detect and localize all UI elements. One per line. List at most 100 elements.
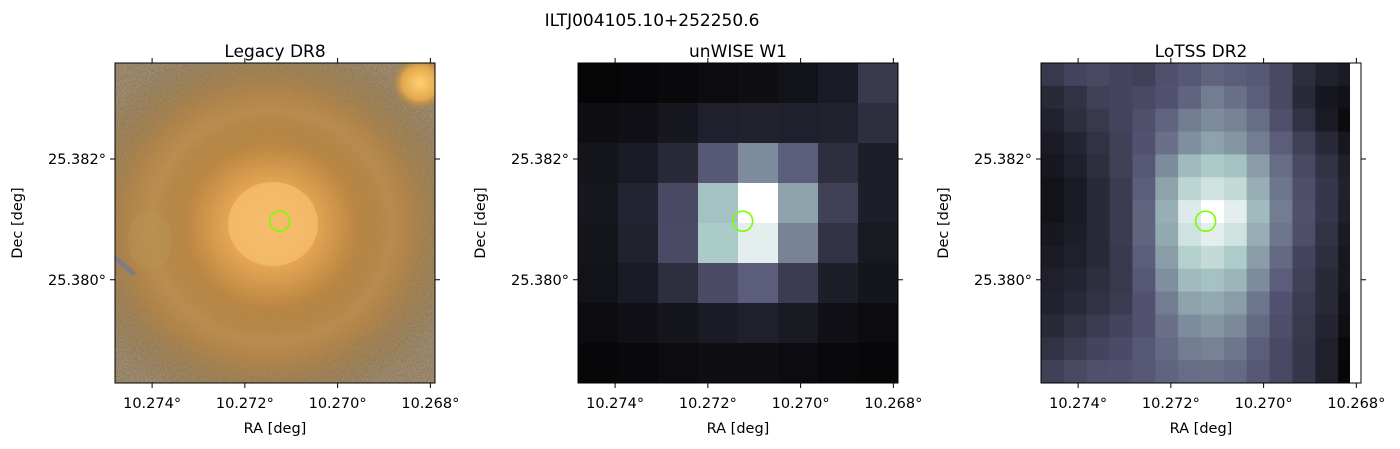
figure-suptitle: ILTJ004105.10+252250.6 bbox=[545, 11, 760, 31]
panel-legacy-dr8: Legacy DR8 10.274° 10.272° 10.270° 10.268° 2… bbox=[10, 42, 459, 437]
heatmap-cell bbox=[1041, 268, 1065, 293]
heatmap-cell bbox=[1246, 223, 1271, 247]
heatmap-cell bbox=[1041, 360, 1065, 383]
heatmap-cell bbox=[1223, 360, 1248, 383]
heatmap-cell bbox=[698, 343, 739, 383]
heatmap-cell bbox=[1063, 200, 1088, 224]
panel-unwise-w1: unWISE W1 10.274° 10.272° 10.270° 10.268° 25… bbox=[473, 42, 922, 437]
heatmap-cell bbox=[658, 183, 699, 224]
heatmap-cell bbox=[1132, 223, 1156, 247]
heatmap-cell bbox=[578, 263, 619, 304]
source-marker bbox=[268, 210, 291, 232]
heatmap-cell bbox=[658, 303, 699, 344]
heatmap-cell bbox=[1041, 154, 1065, 178]
heatmap-cell bbox=[1063, 85, 1088, 110]
heatmap-cell bbox=[858, 263, 898, 304]
heatmap-cell bbox=[1086, 314, 1111, 338]
heatmap-cell bbox=[1155, 223, 1179, 247]
heatmap-cell bbox=[1201, 337, 1225, 361]
heatmap-cell bbox=[1223, 223, 1248, 247]
heatmap-cell bbox=[698, 183, 739, 224]
y-tick-label: 25.382° bbox=[48, 152, 106, 168]
lotss-image bbox=[1041, 63, 1361, 383]
heatmap-cell bbox=[578, 183, 619, 224]
y-tick-label: 25.380° bbox=[974, 273, 1032, 289]
heatmap-cell bbox=[1155, 200, 1179, 224]
heatmap-cell bbox=[1201, 177, 1225, 201]
source-marker bbox=[731, 210, 754, 232]
heatmap-cell bbox=[1269, 200, 1294, 224]
heatmap-cell bbox=[1178, 223, 1202, 247]
heatmap-cell bbox=[858, 103, 898, 144]
heatmap-cell bbox=[1315, 200, 1339, 224]
heatmap-cell bbox=[1086, 85, 1111, 110]
panel-title: unWISE W1 bbox=[689, 42, 787, 62]
heatmap-cell bbox=[658, 343, 699, 383]
heatmap-cell bbox=[1201, 108, 1225, 133]
heatmap-cell bbox=[1132, 177, 1156, 201]
heatmap-cell bbox=[1155, 131, 1179, 156]
heatmap-cell bbox=[1246, 131, 1271, 156]
heatmap-cell bbox=[1292, 314, 1316, 338]
heatmap-cell bbox=[1246, 314, 1271, 338]
heatmap-cell bbox=[738, 223, 779, 264]
x-tick-label: 10.274° bbox=[1049, 396, 1107, 412]
heatmap-cell bbox=[1086, 360, 1111, 383]
x-tick-label: 10.270° bbox=[1235, 396, 1293, 412]
heatmap-cell bbox=[1063, 131, 1088, 156]
axes-frame bbox=[577, 62, 899, 384]
y-axis-label: Dec [deg] bbox=[10, 187, 26, 258]
heatmap-cell bbox=[1292, 223, 1316, 247]
heatmap-cell bbox=[1292, 177, 1316, 201]
heatmap-cell bbox=[818, 263, 859, 304]
heatmap-cell bbox=[1269, 154, 1294, 178]
heatmap-cell bbox=[618, 103, 659, 144]
heatmap-cell bbox=[1086, 223, 1111, 247]
heatmap-cell bbox=[1178, 177, 1202, 201]
heatmap-cell bbox=[1178, 337, 1202, 361]
heatmap-cell bbox=[818, 103, 859, 144]
heatmap-cell bbox=[1315, 337, 1339, 361]
heatmap-cell bbox=[1132, 337, 1156, 361]
heatmap-cell bbox=[1201, 291, 1225, 316]
heatmap-cell bbox=[1132, 360, 1156, 383]
heatmap-cell bbox=[698, 63, 739, 104]
x-tick-label: 10.270° bbox=[309, 396, 367, 412]
heatmap-cell bbox=[1223, 177, 1248, 201]
heatmap-cell bbox=[1292, 85, 1316, 110]
heatmap-cell bbox=[1315, 154, 1339, 178]
heatmap-cell bbox=[1041, 337, 1065, 361]
heatmap-cell bbox=[658, 103, 699, 144]
x-tick-label: 10.270° bbox=[772, 396, 830, 412]
heatmap-cell bbox=[778, 63, 819, 104]
heatmap-cell bbox=[1315, 177, 1339, 201]
heatmap-cell bbox=[1315, 268, 1339, 293]
heatmap-cell bbox=[738, 183, 779, 224]
heatmap-cell bbox=[1201, 63, 1225, 87]
heatmap-cell bbox=[1041, 63, 1065, 87]
heatmap-cell bbox=[1269, 223, 1294, 247]
heatmap-cell bbox=[698, 303, 739, 344]
heatmap-cell bbox=[1269, 314, 1294, 338]
heatmap-cell bbox=[1155, 154, 1179, 178]
heatmap-cell bbox=[1201, 154, 1225, 178]
heatmap-cell bbox=[1109, 131, 1134, 156]
heatmap-cell bbox=[618, 143, 659, 184]
heatmap-cell bbox=[1086, 131, 1111, 156]
unwise-image bbox=[578, 63, 898, 383]
heatmap-cell bbox=[1109, 268, 1134, 293]
heatmap-cell bbox=[1109, 337, 1134, 361]
heatmap-cell bbox=[1292, 245, 1316, 270]
heatmap-cell bbox=[1132, 131, 1156, 156]
heatmap-cell bbox=[1315, 223, 1339, 247]
heatmap-cell bbox=[1315, 291, 1339, 316]
heatmap-cell bbox=[1269, 108, 1294, 133]
heatmap-cell bbox=[1201, 85, 1225, 110]
x-tick-label: 10.268° bbox=[864, 396, 922, 412]
heatmap-cell bbox=[1246, 63, 1271, 87]
heatmap-cell bbox=[1063, 245, 1088, 270]
heatmap-cell bbox=[1086, 154, 1111, 178]
heatmap-cell bbox=[1132, 85, 1156, 110]
heatmap-cell bbox=[1246, 108, 1271, 133]
